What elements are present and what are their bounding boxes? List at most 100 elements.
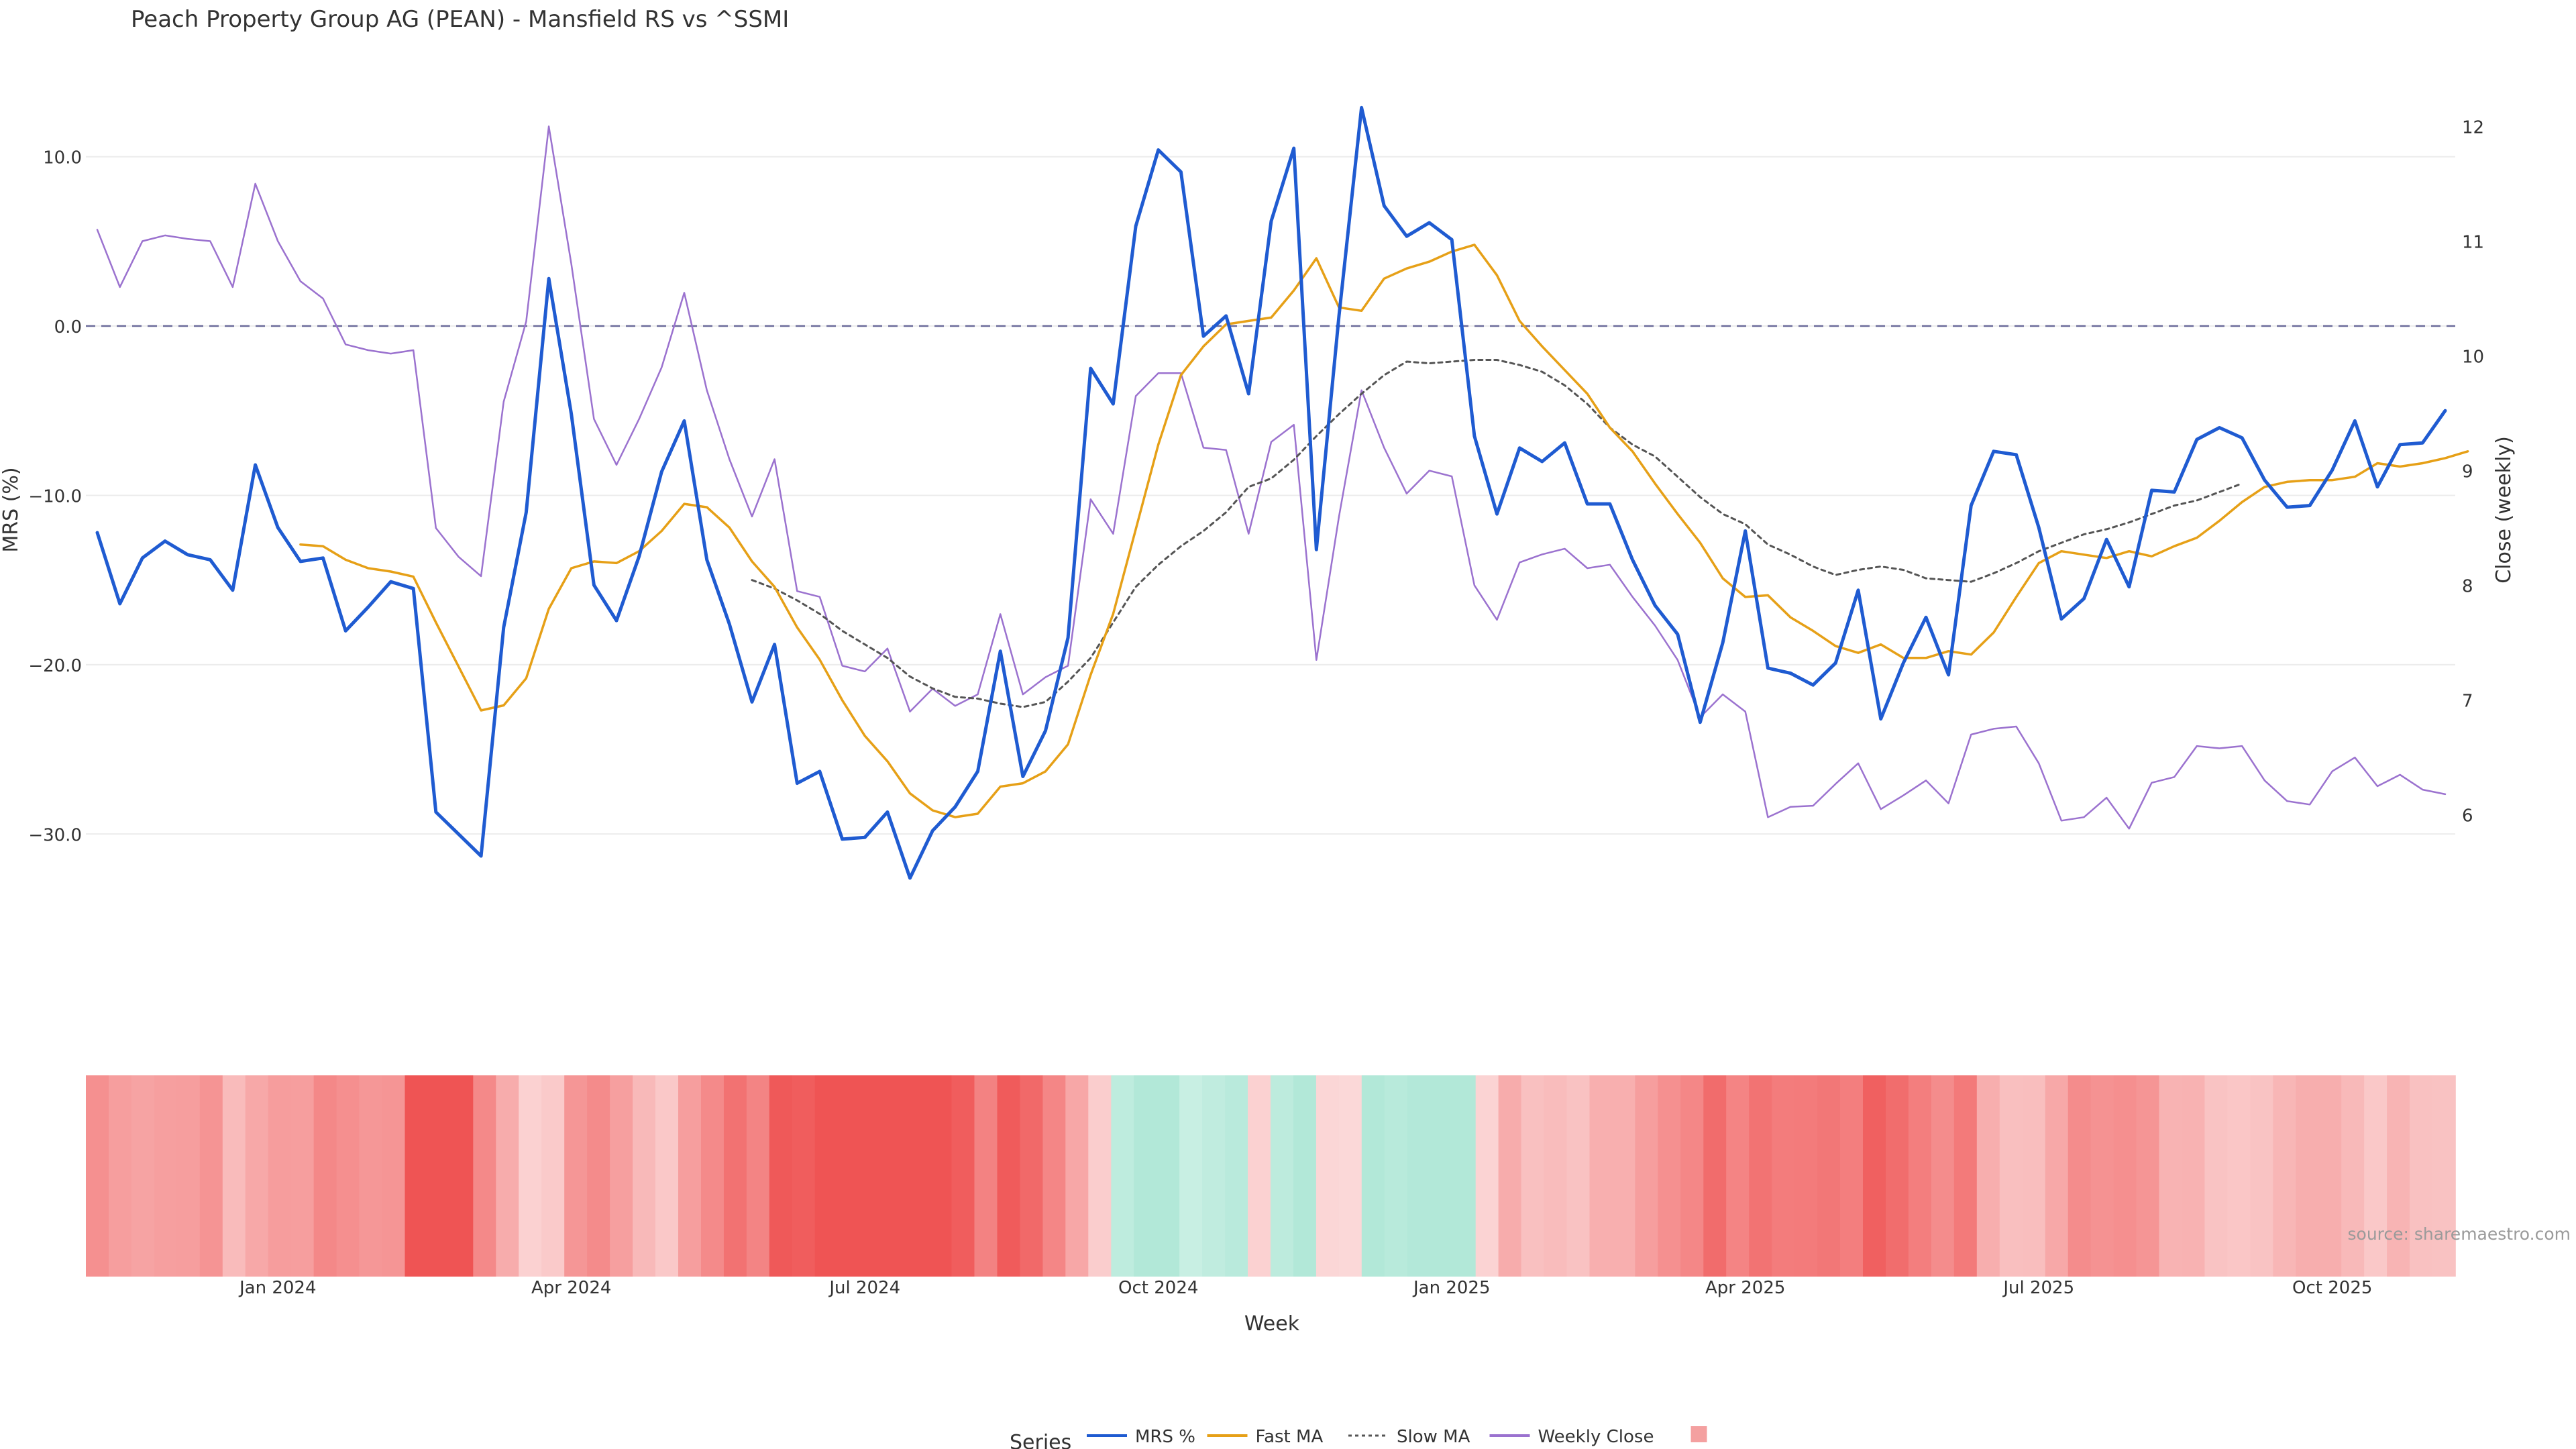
x-tick-label: Apr 2025 (1705, 1278, 1785, 1298)
strip-cell (405, 1075, 429, 1277)
strip-cell (2182, 1075, 2206, 1277)
strip-cell (1498, 1075, 1522, 1277)
x-axis-title: Week (1244, 1312, 1300, 1336)
right-tick-label: 10 (2462, 347, 2484, 368)
legend-item-label: Fast MA (1256, 1427, 1324, 1447)
strip-cell (2022, 1075, 2046, 1277)
chart-title: Peach Property Group AG (PEAN) - Mansfie… (131, 6, 789, 33)
strip-cell (290, 1075, 315, 1277)
strip-cell (1111, 1075, 1135, 1277)
strip-cell (1817, 1075, 1841, 1277)
strip-cell (1020, 1075, 1044, 1277)
x-tick-label: Jul 2025 (2002, 1278, 2074, 1298)
strip-cell (1042, 1075, 1067, 1277)
strip-cell (176, 1075, 201, 1277)
strip-cell (1293, 1075, 1317, 1277)
series-slow-ma-line (751, 359, 2243, 708)
strip-cell (928, 1075, 953, 1277)
strip-cell (336, 1075, 360, 1277)
strip-cell (496, 1075, 520, 1277)
strip-cell (1976, 1075, 2000, 1277)
strip-cell (1908, 1075, 1932, 1277)
strip-cell (1840, 1075, 1864, 1277)
strip-cell (951, 1075, 975, 1277)
strip-cell (1612, 1075, 1636, 1277)
strip-cell (814, 1075, 839, 1277)
left-tick-label: 0.0 (54, 317, 82, 337)
left-tick-label: −20.0 (28, 656, 82, 676)
strip-cell (769, 1075, 793, 1277)
legend-item-label: Weekly Close (1538, 1427, 1654, 1447)
strip-cell (131, 1075, 155, 1277)
strip-cell (2159, 1075, 2183, 1277)
strip-cell (1157, 1075, 1180, 1277)
right-tick-label: 6 (2462, 806, 2473, 826)
strip-cell (1703, 1075, 1727, 1277)
legend-item-label: MRS % (1135, 1427, 1195, 1447)
strip-cell (655, 1075, 679, 1277)
grid (86, 156, 2455, 835)
right-tick-label: 11 (2462, 232, 2484, 252)
strip-cell (473, 1075, 497, 1277)
strip-cell (382, 1075, 406, 1277)
strip-cell (746, 1075, 770, 1277)
strip-cell (1772, 1075, 1795, 1277)
strip-cell (1931, 1075, 1955, 1277)
x-tick-label: Jan 2024 (238, 1278, 317, 1298)
left-tick-label: −10.0 (28, 486, 82, 506)
strip-cell (906, 1075, 930, 1277)
strip-cell (222, 1075, 246, 1277)
strip-cell (1407, 1075, 1431, 1277)
strip-cell (1999, 1075, 2023, 1277)
right-tick-label: 9 (2462, 462, 2473, 482)
strip-cell (2250, 1075, 2274, 1277)
strip-cell (1953, 1075, 1978, 1277)
left-tick-label: 10.0 (43, 148, 82, 168)
strip-cell (427, 1075, 451, 1277)
strip-cell (541, 1075, 565, 1277)
x-axis: Jan 2024 Apr 2024 Jul 2024 Oct 2024 Jan 2025… (238, 1278, 2372, 1298)
strip-cell (2296, 1075, 2320, 1277)
strip-cell (1384, 1075, 1408, 1277)
strip-cell (1065, 1075, 1089, 1277)
strip-cell (1749, 1075, 1772, 1277)
source-label: source: sharemaestro.com (2348, 1224, 2571, 1244)
strip-cell (1635, 1075, 1659, 1277)
strip-cell (837, 1075, 861, 1277)
strip-cell (2318, 1075, 2342, 1277)
strip-cell (1248, 1075, 1271, 1277)
right-tick-label: 8 (2462, 577, 2473, 597)
strip-cell (245, 1075, 269, 1277)
strip-cell (109, 1075, 132, 1277)
strip-cell (974, 1075, 998, 1277)
right-tick-label: 12 (2462, 117, 2484, 138)
strip-cell (610, 1075, 633, 1277)
strip-cell (723, 1075, 747, 1277)
strip-cell (2227, 1075, 2251, 1277)
series-layer (95, 105, 2469, 880)
strip-cell (2273, 1075, 2297, 1277)
x-tick-label: Oct 2024 (1118, 1278, 1198, 1298)
strip-cell (1338, 1075, 1362, 1277)
strip-cell (2045, 1075, 2069, 1277)
strip-cell (359, 1075, 383, 1277)
strip-cell (1886, 1075, 1909, 1277)
strip-cell (1271, 1075, 1294, 1277)
strip-cell (1863, 1075, 1886, 1277)
strip-cell (2387, 1075, 2410, 1277)
strip-cell (1521, 1075, 1545, 1277)
strip-cell (587, 1075, 610, 1277)
strip-cell (199, 1075, 223, 1277)
strip-cell (1179, 1075, 1203, 1277)
strip-cell (792, 1075, 816, 1277)
strip-cell (1475, 1075, 1499, 1277)
strip-cell (1544, 1075, 1568, 1277)
strip-cell (564, 1075, 588, 1277)
strip-cell (1589, 1075, 1613, 1277)
strip-cell (268, 1075, 292, 1277)
legend-title: Series (1010, 1431, 1071, 1449)
strip-cell (1088, 1075, 1112, 1277)
strip-cell (633, 1075, 656, 1277)
left-tick-label: −30.0 (28, 825, 82, 845)
strip-cell (1134, 1075, 1157, 1277)
